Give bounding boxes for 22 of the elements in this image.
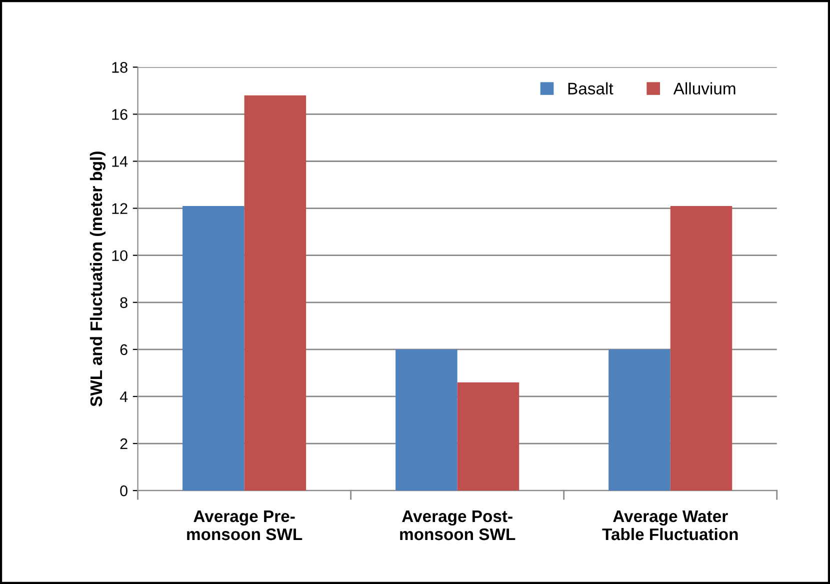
y-tick-label: 2: [120, 438, 128, 450]
x-tick-label: Average Post- monsoon SWL: [400, 510, 516, 540]
x-tick-label: Average Pre- monsoon SWL: [187, 510, 302, 540]
x-tick-label: Average Water Table Fluctuation: [602, 510, 738, 540]
legend-label: Basalt: [568, 82, 614, 94]
bar: [670, 206, 732, 491]
y-tick-label: 16: [112, 109, 128, 120]
y-tick-label: 4: [120, 391, 128, 402]
y-tick-label: 14: [112, 156, 128, 167]
y-tick-label: 6: [120, 344, 128, 356]
y-tick-label: 10: [112, 250, 128, 262]
bar: [457, 382, 520, 491]
y-tick-label: 18: [112, 62, 128, 73]
bar: [608, 349, 670, 491]
y-axis-title: SWL and Fluctuation (meter bgl): [90, 152, 106, 406]
bar: [182, 206, 244, 491]
y-tick-label: 12: [112, 203, 128, 214]
y-tick-label: 8: [120, 297, 128, 308]
legend-label: Alluvium: [673, 82, 736, 94]
bar: [396, 349, 458, 491]
y-tick-label: 0: [120, 485, 128, 496]
bar: [244, 95, 306, 491]
